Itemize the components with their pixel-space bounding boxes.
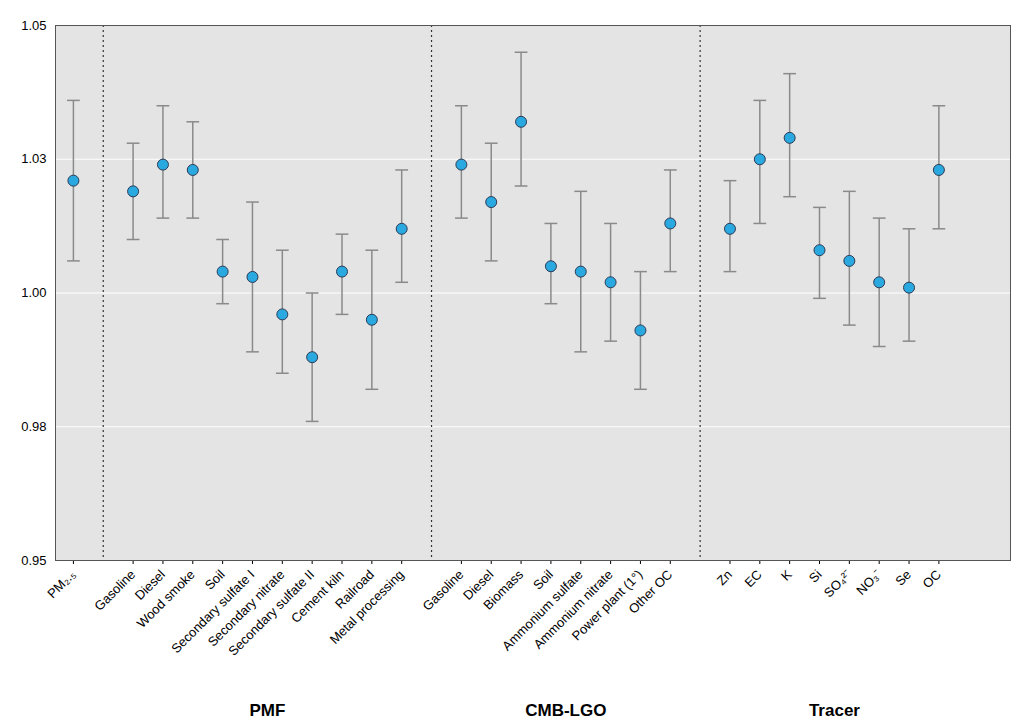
svg-text:1.05: 1.05 [21, 18, 46, 33]
svg-text:Diesel: Diesel [131, 566, 168, 603]
svg-text:Gasoline: Gasoline [420, 567, 467, 614]
svg-text:Wood smoke: Wood smoke [134, 567, 198, 631]
svg-text:Zn: Zn [714, 567, 735, 588]
svg-text:SO₄²⁻: SO₄²⁻ [821, 567, 855, 601]
svg-text:Diesel: Diesel [460, 566, 497, 603]
svg-text:OC: OC [920, 567, 944, 591]
svg-text:Secondary sulfate I: Secondary sulfate I [168, 566, 258, 657]
svg-text:Soil: Soil [530, 566, 556, 593]
svg-text:Ammonium nitrate: Ammonium nitrate [530, 566, 616, 652]
svg-text:Other OC: Other OC [625, 567, 675, 617]
svg-text:0.95: 0.95 [21, 553, 46, 568]
svg-text:Secondary nitrate: Secondary nitrate [204, 566, 288, 650]
svg-text:Si: Si [806, 567, 825, 586]
svg-text:PMF: PMF [249, 701, 285, 720]
svg-text:K: K [778, 567, 795, 584]
svg-text:1.03: 1.03 [21, 151, 46, 166]
svg-text:Railroad: Railroad [332, 566, 377, 612]
svg-text:Metal processing: Metal processing [327, 567, 407, 647]
svg-text:Soil: Soil [201, 566, 228, 593]
svg-text:Power plant (1°): Power plant (1°) [568, 566, 646, 644]
svg-text:Cement kiln: Cement kiln [287, 566, 348, 626]
svg-text:Secondary sulfate II: Secondary sulfate II [225, 566, 318, 659]
svg-text:Gasoline: Gasoline [91, 567, 138, 614]
svg-text:1.00: 1.00 [21, 285, 46, 300]
svg-text:EC: EC [741, 567, 764, 590]
svg-text:0.98: 0.98 [21, 419, 46, 434]
svg-text:NO₃⁻: NO₃⁻ [853, 567, 884, 598]
svg-text:PM₂.₅: PM₂.₅ [44, 567, 78, 601]
svg-text:Tracer: Tracer [809, 701, 860, 720]
svg-text:Se: Se [892, 567, 914, 589]
svg-text:Biomass: Biomass [480, 566, 526, 612]
svg-text:CMB-LGO: CMB-LGO [525, 701, 606, 720]
svg-text:Ammonium sulfate: Ammonium sulfate [499, 566, 586, 654]
